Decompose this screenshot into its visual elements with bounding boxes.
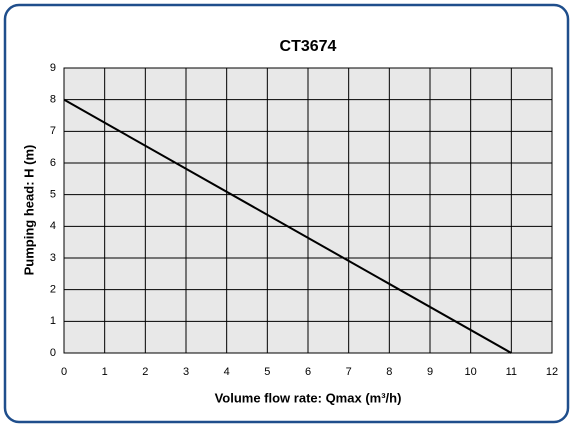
y-tick-label: 7 (50, 125, 56, 137)
x-tick-label: 7 (346, 366, 352, 378)
x-tick-label: 10 (465, 366, 477, 378)
x-tick-label: 1 (102, 366, 108, 378)
y-tick-label: 0 (50, 347, 56, 359)
x-tick-label: 12 (546, 366, 558, 378)
y-tick-label: 9 (50, 62, 56, 74)
x-tick-label: 5 (264, 366, 270, 378)
x-tick-label: 0 (61, 366, 67, 378)
x-tick-label: 9 (427, 366, 433, 378)
y-tick-label: 8 (50, 94, 56, 106)
x-tick-label: 3 (183, 366, 189, 378)
y-tick-label: 6 (50, 157, 56, 169)
x-tick-label: 6 (305, 366, 311, 378)
y-tick-label: 2 (50, 284, 56, 296)
chart-title: CT3674 (280, 38, 337, 55)
y-tick-label: 1 (50, 315, 56, 327)
line-series (63, 98, 512, 354)
y-tick-label: 3 (50, 252, 56, 264)
x-axis-label: Volume flow rate: Qmax (m³/h) (215, 390, 402, 405)
x-tick-label: 2 (142, 366, 148, 378)
y-tick-label: 5 (50, 189, 56, 201)
x-tick-label: 8 (386, 366, 392, 378)
y-axis-label: Pumping head: H (m) (21, 145, 36, 276)
x-tick-label: 11 (506, 366, 517, 378)
x-tick-label: 4 (224, 366, 230, 378)
y-tick-label: 4 (50, 220, 56, 232)
